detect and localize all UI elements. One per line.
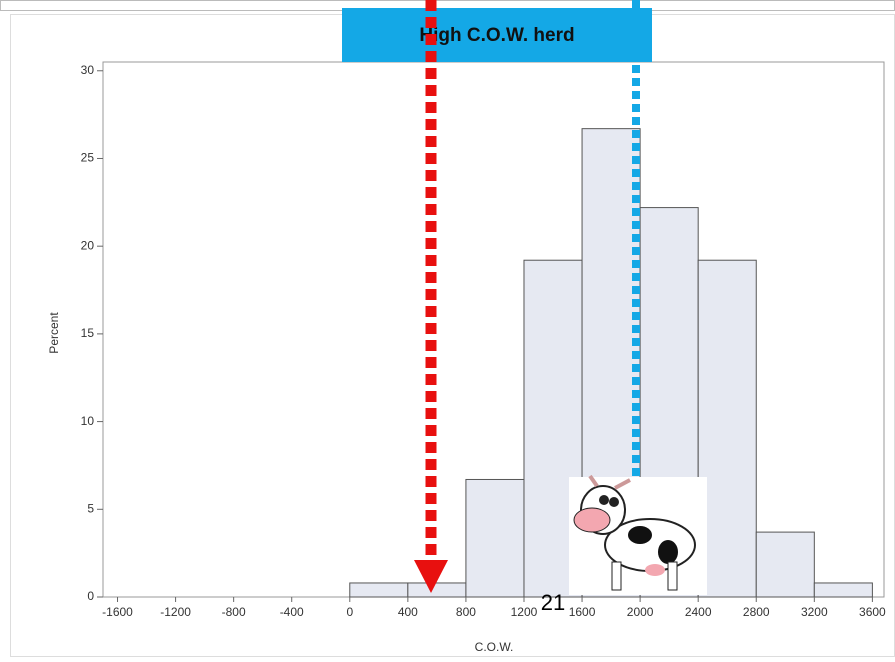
cow-illustration	[569, 474, 707, 595]
y-tick-label: 25	[81, 151, 95, 165]
x-tick-label: -400	[280, 605, 304, 619]
x-tick-label: 400	[398, 605, 418, 619]
histogram-bar	[349, 582, 409, 598]
y-tick-label: 30	[81, 63, 95, 77]
x-tick-label: 3200	[801, 605, 828, 619]
y-tick-label: 20	[81, 238, 95, 252]
x-axis-label: C.O.W.	[475, 640, 514, 654]
annotation-box	[342, 8, 652, 62]
x-tick-label: -1600	[102, 605, 133, 619]
histogram-bar	[697, 259, 757, 598]
x-tick-label: 3600	[859, 605, 886, 619]
y-tick-label: 5	[87, 501, 94, 515]
y-axis-label: Percent	[47, 312, 61, 354]
x-tick-label: 2800	[743, 605, 770, 619]
y-tick-label: 0	[87, 589, 94, 603]
x-tick-label: 800	[456, 605, 476, 619]
page-number: 21	[541, 590, 565, 615]
histogram-bar	[465, 478, 525, 598]
x-tick-label: 1600	[569, 605, 596, 619]
y-tick-label: 15	[81, 326, 95, 340]
annotation-text: High C.O.W. herd	[419, 25, 574, 46]
y-tick-label: 10	[81, 414, 95, 428]
red-arrow-head	[414, 560, 448, 593]
x-tick-label: 0	[346, 605, 353, 619]
x-tick-label: 2400	[685, 605, 712, 619]
x-tick-label: -1200	[160, 605, 191, 619]
histogram-bar	[755, 531, 815, 598]
x-tick-label: -800	[222, 605, 246, 619]
histogram-bar	[813, 582, 873, 598]
x-tick-label: 2000	[627, 605, 654, 619]
plot: 0 5 10 15 20 25 30 -1600 -1200 -800 -400 0 400 800 120…	[81, 61, 886, 619]
histogram-bar	[407, 582, 467, 598]
x-tick-label: 1200	[511, 605, 538, 619]
